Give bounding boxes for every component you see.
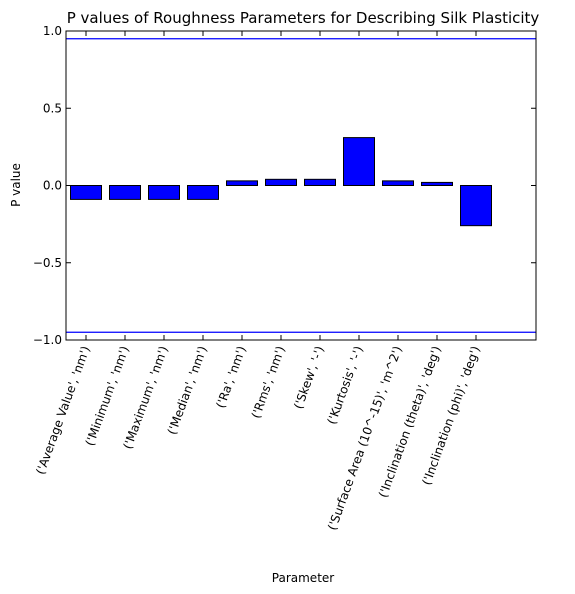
x-tick-label-5: ('Rms', 'nm') — [249, 344, 288, 420]
plot-area — [66, 38, 536, 333]
bar-6 — [304, 178, 336, 187]
bar-1 — [109, 185, 141, 200]
bar-5 — [265, 178, 297, 187]
bar-9 — [421, 181, 453, 187]
y-tick-label-3: 0.5 — [43, 101, 62, 115]
y-tick-label-2: 0.0 — [43, 179, 62, 193]
x-tick-label-0: ('Average Value', 'nm') — [33, 344, 93, 476]
x-tick-label-1: ('Minimum', 'nm') — [83, 344, 132, 448]
x-axis-label: Parameter — [272, 571, 334, 585]
bar-8 — [382, 180, 414, 187]
bar-0 — [70, 185, 102, 200]
chart-title: P values of Roughness Parameters for Des… — [67, 9, 540, 27]
y-axis-label: P value — [9, 163, 23, 207]
bar-3 — [187, 185, 219, 200]
x-tick-label-4: ('Ra', 'nm') — [213, 344, 248, 410]
x-tick-label-3: ('Median', 'nm') — [165, 344, 210, 436]
y-tick-label-4: 1.0 — [43, 24, 62, 38]
x-tick-label-6: ('Skew', '-') — [291, 344, 327, 411]
bar-7 — [343, 137, 375, 186]
x-tick-label-8: ('Surface Area (10^-15)', 'm^2') — [325, 344, 405, 532]
bar-4 — [226, 180, 258, 187]
bar-10 — [460, 185, 492, 227]
y-tick-label-0: −1.0 — [33, 333, 62, 347]
y-tick-label-1: −0.5 — [33, 256, 62, 270]
bar-2 — [148, 185, 180, 200]
x-tick-label-2: ('Maximum', 'nm') — [121, 344, 171, 451]
x-tick-label-7: ('Kurtosis', '-') — [325, 344, 366, 426]
